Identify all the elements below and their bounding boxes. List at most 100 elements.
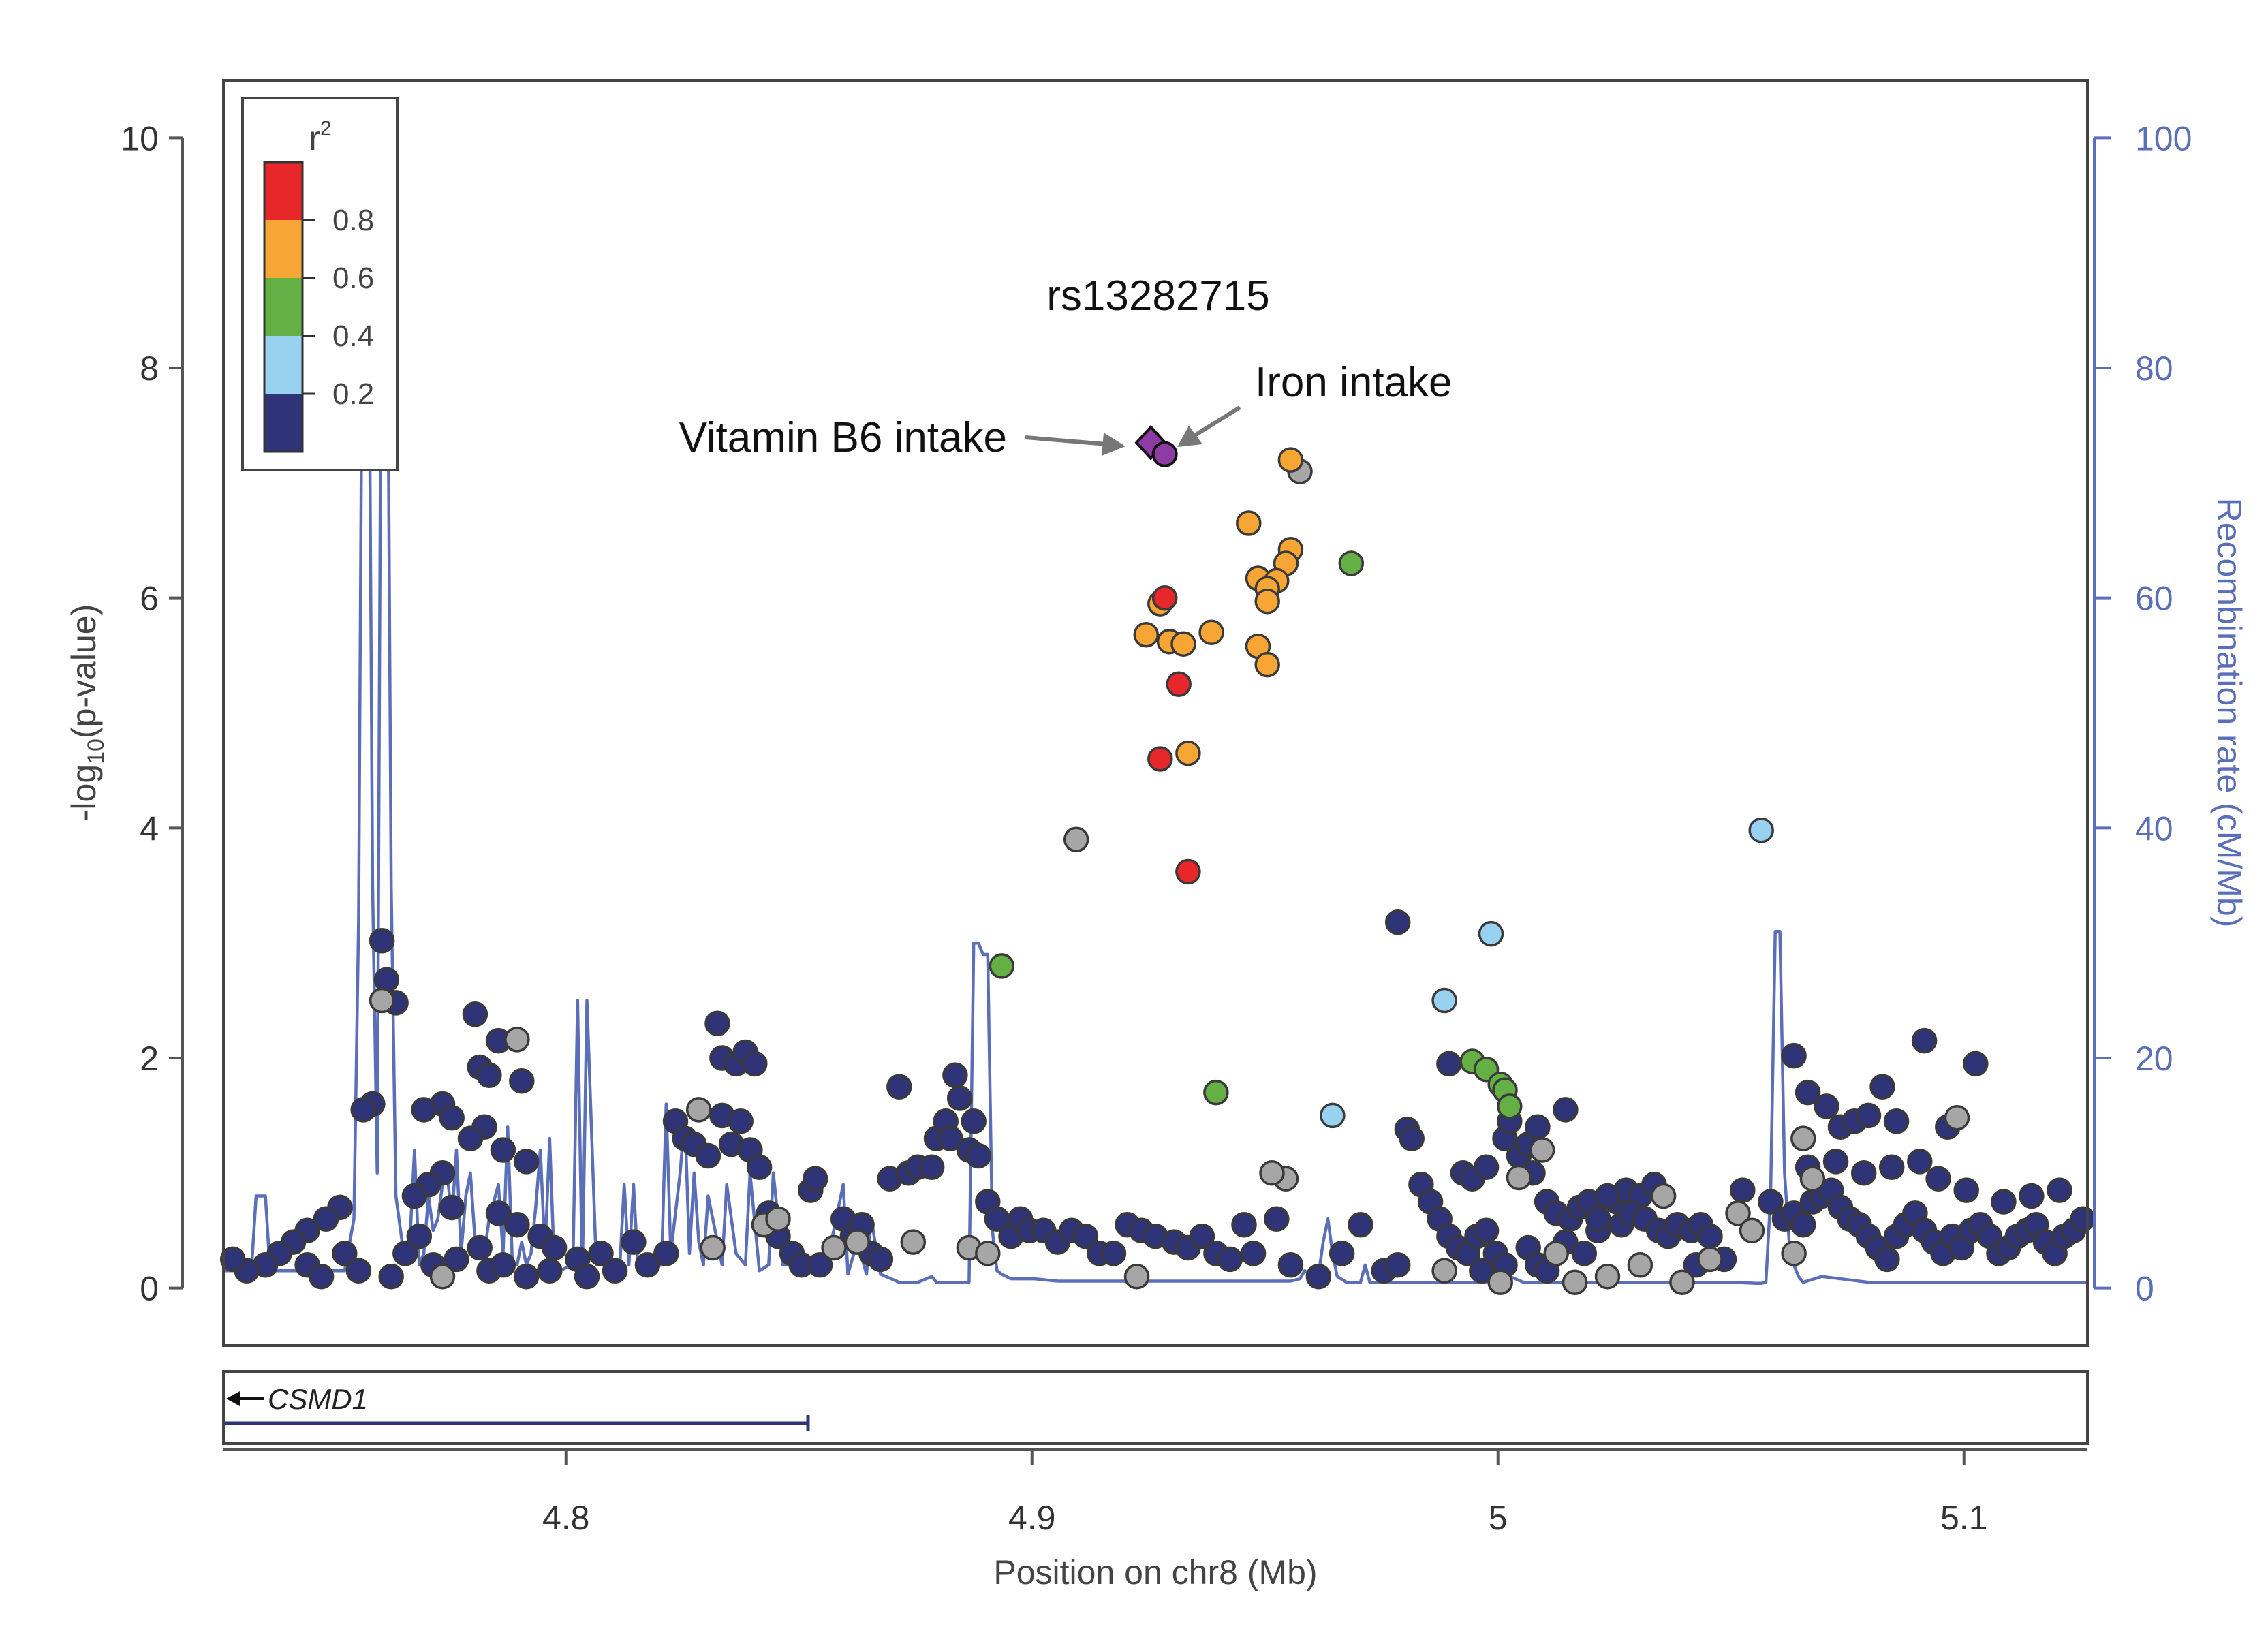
snp-point-r2-0-0-0-2: [1277, 1252, 1304, 1278]
snp-point-r2-0-6-0-8: [1133, 621, 1160, 648]
snp-point-r2-0-6-0-8: [1170, 631, 1196, 657]
snp-point-r2-no-data: [844, 1229, 870, 1255]
snp-point-r2-0-0-0-2: [1855, 1102, 1882, 1129]
y-right-tick-label: 40: [2135, 809, 2173, 847]
snp-point-r2-0-0-0-2: [369, 928, 395, 954]
plot-frame: [222, 79, 2089, 1347]
snp-point-r2-no-data: [429, 1263, 456, 1290]
snp-point-r2-0-0-0-2: [1571, 1241, 1598, 1266]
x-tick-label: 5: [1489, 1499, 1508, 1537]
snp-point-r2-0-0-0-2: [513, 1263, 540, 1290]
snp-point-r2-0-2-0-4: [1320, 1102, 1346, 1129]
snp-point-r2-0-0-0-2: [1850, 1160, 1877, 1186]
snp-point-r2-0-0-0-2: [1883, 1108, 1910, 1134]
snp-point-r2-0-0-0-2: [1790, 1211, 1816, 1238]
snp-point-r2-0-0-0-2: [444, 1246, 469, 1273]
snp-point-r2-0-0-0-2: [1264, 1206, 1290, 1232]
snp-point-r2-0-0-0-2: [1553, 1097, 1579, 1123]
iron-arrow: [1192, 405, 1241, 438]
legend-bin-border: [263, 161, 304, 453]
y-tick-label: 6: [140, 580, 159, 618]
snp-point-r2-0-0-0-2: [1758, 1189, 1784, 1215]
legend-tick-label: 0.6: [332, 262, 374, 295]
snp-point-r2-0-8-1-0: [1147, 746, 1173, 772]
y-right-axis-title: Recombination rate (cM/Mb): [2210, 498, 2248, 928]
snp-point-r2-no-data: [1944, 1104, 1970, 1131]
snp-point-r2-no-data: [1669, 1269, 1695, 1295]
snp-point-r2-0-0-0-2: [653, 1241, 679, 1266]
snp-point-r2-0-0-0-2: [313, 1206, 339, 1232]
snp-point-r2-0-0-0-2: [1953, 1177, 1979, 1203]
snp-point-r2-0-0-0-2: [961, 1108, 987, 1134]
snp-point-r2-0-0-0-2: [1384, 1252, 1411, 1278]
vitamin-b6-label: Vitamin B6 intake: [679, 414, 1007, 461]
snp-point-r2-0-0-0-2: [704, 1010, 730, 1037]
snp-point-r2-0-0-0-2: [1814, 1093, 1839, 1119]
snp-point-r2-no-data: [1431, 1258, 1457, 1284]
snp-point-r2-0-0-0-2: [1072, 1223, 1099, 1249]
snp-point-r2-0-0-0-2: [1231, 1211, 1257, 1238]
x-tick-label: 5.1: [1940, 1499, 1988, 1537]
snp-point-r2-no-data: [1562, 1269, 1588, 1295]
gene-label-csmd1: CSMD1: [268, 1383, 368, 1415]
snp-point-r2-0-0-0-2: [439, 1194, 465, 1221]
iron-arrowhead: [1177, 426, 1202, 447]
snp-point-r2-0-0-0-2: [1399, 1125, 1425, 1151]
snp-point-r2-no-data: [1627, 1252, 1653, 1278]
snp-point-r2-0-0-0-2: [942, 1062, 968, 1089]
snp-point-r2-no-data: [1123, 1263, 1150, 1290]
y-tick-label: 10: [121, 119, 159, 157]
snp-point-r2-0-0-0-2: [462, 1001, 488, 1027]
gene-track: CSMD1: [222, 1370, 2089, 1445]
snp-point-r2-0-0-0-2: [476, 1062, 502, 1089]
snp-point-r2-0-0-0-2: [574, 1263, 600, 1290]
snp-point-r2-0-0-0-2: [1730, 1177, 1756, 1203]
snp-point-r2-0-0-0-2: [1963, 1051, 1989, 1077]
snp-point-r2-0-4-0-6: [1338, 550, 1365, 576]
snp-point-r2-0-0-0-2: [1305, 1263, 1332, 1290]
snp-point-r2-0-0-0-2: [1991, 1189, 2017, 1215]
snp-point-r2-0-6-0-8: [1254, 588, 1280, 615]
snp-point-r2-0-0-0-2: [406, 1223, 433, 1249]
snp-point-r2-0-0-0-2: [509, 1068, 535, 1094]
snp-point-r2-no-data: [821, 1234, 847, 1261]
snp-point-r2-no-data: [1594, 1263, 1621, 1290]
snp-point-r2-0-0-0-2: [937, 1125, 963, 1151]
snp-point-r2-0-0-0-2: [1781, 1042, 1807, 1069]
snp-point-r2-0-0-0-2: [634, 1252, 661, 1278]
snp-point-r2-0-0-0-2: [392, 1241, 418, 1266]
snp-point-r2-0-0-0-2: [1911, 1027, 1938, 1054]
snp-point-r2-0-0-0-2: [746, 1154, 773, 1181]
snp-point-r2-0-0-0-2: [742, 1051, 768, 1077]
y-tick-label: 8: [140, 349, 159, 388]
snp-point-r2-0-0-0-2: [1473, 1154, 1500, 1181]
snp-point-r2-0-0-0-2: [378, 1263, 404, 1290]
snp-point-r2-0-0-0-2: [886, 1074, 912, 1100]
snp-point-r2-0-0-0-2: [1594, 1183, 1621, 1209]
snp-point-r2-no-data: [1487, 1269, 1513, 1295]
annotation-arrows: [1025, 405, 1241, 456]
snp-point-r2-0-0-0-2: [2070, 1206, 2096, 1232]
lead-snp-circle: [1151, 441, 1178, 467]
snp-point-r2-0-0-0-2: [1869, 1074, 1895, 1100]
legend-bin: [264, 394, 302, 452]
snp-point-r2-0-0-0-2: [439, 1104, 465, 1131]
snp-point-r2-0-0-0-2: [485, 1200, 512, 1226]
snp-point-r2-0-0-0-2: [345, 1258, 372, 1284]
snp-point-r2-0-0-0-2: [401, 1183, 428, 1209]
snp-point-r2-0-0-0-2: [490, 1252, 516, 1278]
snp-point-r2-0-0-0-2: [807, 1252, 833, 1278]
snp-point-r2-0-0-0-2: [695, 1142, 721, 1169]
snp-point-r2-0-0-0-2: [1822, 1149, 1849, 1175]
x-tick-label: 4.8: [542, 1499, 590, 1537]
snp-point-r2-0-0-0-2: [946, 1085, 973, 1111]
snp-point-r2-0-2-0-4: [1748, 817, 1774, 843]
legend-ticks: 0.8 0.6 0.4 0.2: [302, 204, 374, 411]
lead-snp-label: rs13282715: [1046, 273, 1270, 320]
snp-point-r2-0-0-0-2: [1795, 1079, 1821, 1106]
snp-point-r2-0-0-0-2: [350, 1097, 376, 1123]
vitamin-b6-arrowhead: [1102, 433, 1125, 456]
snp-point-r2-0-0-0-2: [867, 1246, 894, 1273]
snp-point-r2-0-0-0-2: [219, 1246, 246, 1273]
